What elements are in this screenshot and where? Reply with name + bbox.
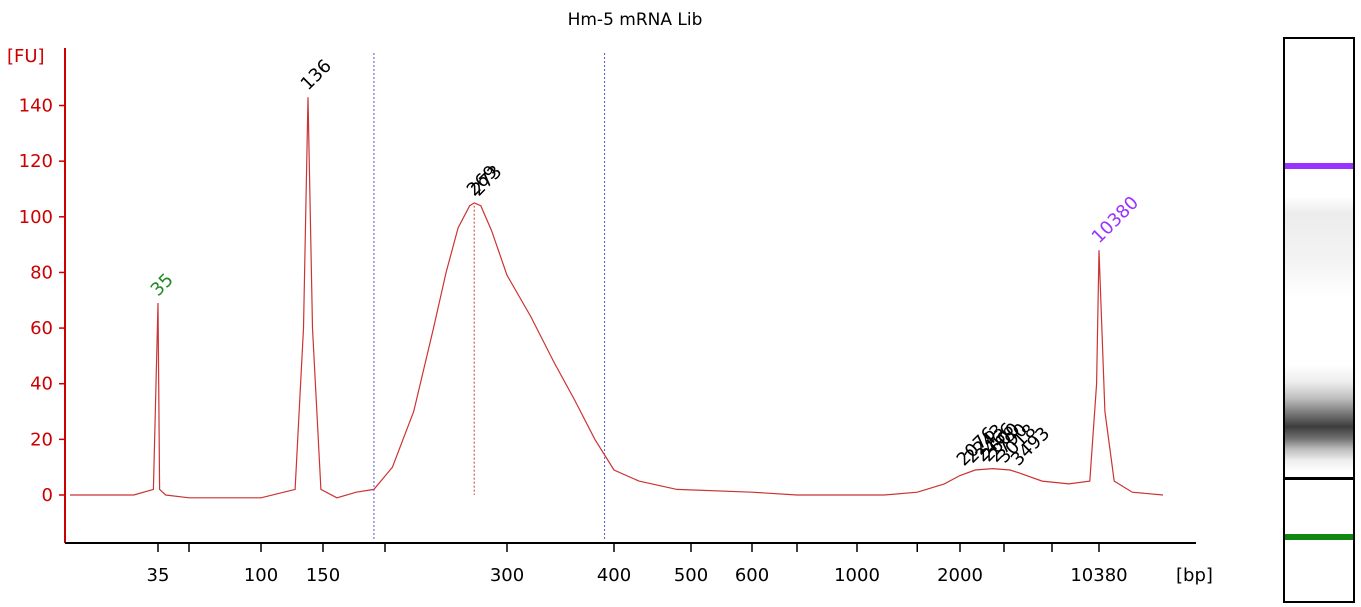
x-axis-label: [bp]	[1176, 565, 1213, 586]
x-tick-label: 35	[147, 565, 170, 586]
x-tick-label: 150	[306, 565, 340, 586]
y-tick-label: 60	[30, 318, 53, 339]
x-tick-label: 2000	[937, 565, 983, 586]
series-line	[70, 97, 1164, 499]
x-tick-label: 300	[490, 565, 524, 586]
x-tick-label: 500	[674, 565, 708, 586]
region-markers	[373, 53, 606, 541]
gel-band	[1285, 162, 1353, 169]
chart-title: Hm-5 mRNA Lib	[568, 10, 703, 30]
y-tick-label: 80	[30, 262, 53, 283]
x-tick-label: 400	[597, 565, 631, 586]
y-tick-label: 0	[42, 485, 53, 506]
gel-band	[1285, 533, 1353, 540]
peak-label: 136	[297, 56, 336, 95]
electropherogram-chart: Hm-5 mRNA Lib 0 20 40 60 80 100 120 140 35 100 15…	[7, 10, 1213, 586]
y-tick-label: 100	[19, 207, 53, 228]
x-tick-label: 1000	[834, 565, 880, 586]
gel-band	[1285, 477, 1353, 481]
x-tick-label: 600	[735, 565, 769, 586]
y-axis-label: [FU]	[7, 46, 45, 67]
y-tick-label: 20	[30, 429, 53, 450]
axes	[64, 48, 1196, 544]
y-ticks: 0 20 40 60 80 100 120 140	[19, 96, 65, 506]
peak-labels: 3513626927320762243246626002790301834931…	[147, 56, 1143, 495]
peak-label: 10380	[1088, 192, 1143, 247]
series	[70, 97, 1164, 499]
y-tick-label: 40	[30, 374, 53, 395]
peak-label: 35	[147, 270, 178, 301]
x-ticks: 35 100 150 300 400 500 600 1000 2000 10380	[147, 543, 1128, 586]
y-tick-label: 120	[19, 151, 53, 172]
x-tick-label: 10380	[1070, 565, 1127, 586]
y-tick-label: 140	[19, 96, 53, 117]
x-tick-label: 100	[244, 565, 278, 586]
gel-lane	[1283, 37, 1355, 603]
